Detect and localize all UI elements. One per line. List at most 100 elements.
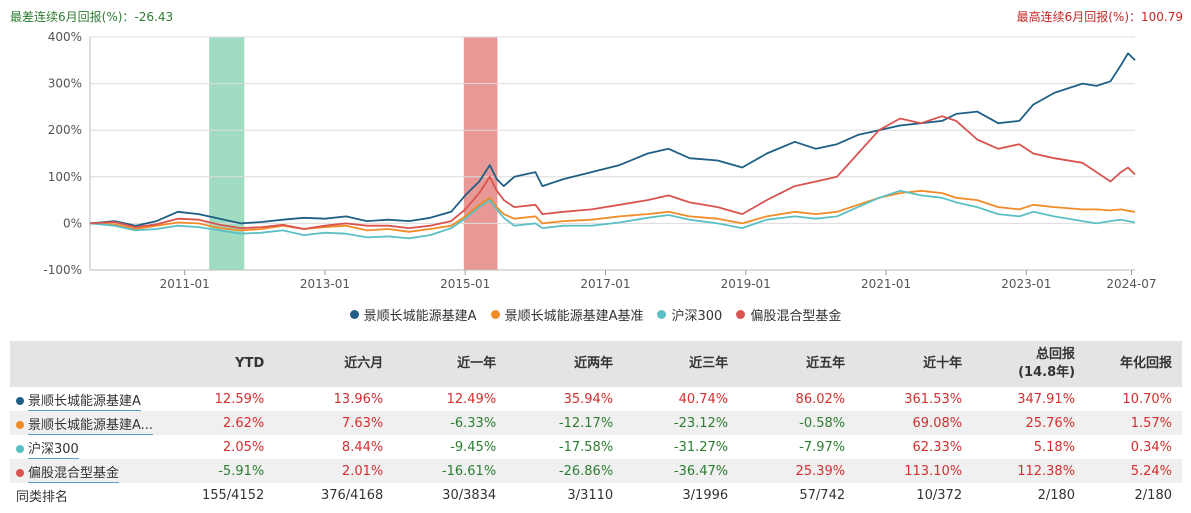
x-tick-label: 2024-07 (1106, 277, 1156, 291)
x-tick-label: 2021-01 (861, 277, 911, 291)
rank-cell: 2/180 (972, 483, 1086, 507)
return-cell: -31.27% (623, 435, 739, 459)
return-cell: 13.96% (274, 387, 394, 411)
series-line (89, 189, 1136, 233)
return-cell: -36.47% (623, 459, 739, 483)
return-cell: -26.86% (506, 459, 624, 483)
fund-name-link[interactable]: 景顺长城能源基建A... (28, 417, 154, 435)
legend-dot-icon (490, 309, 500, 319)
rank-cell: 376/4168 (274, 483, 394, 507)
return-cell: -12.17% (506, 411, 624, 435)
best-period-band (463, 37, 498, 270)
return-cell: 25.76% (972, 411, 1086, 435)
return-cell: 2.01% (274, 459, 394, 483)
header-ytd: YTD (181, 341, 275, 387)
x-tick-label: 2017-01 (580, 277, 630, 291)
return-cell: 35.94% (506, 387, 624, 411)
series-dot-icon (16, 468, 24, 477)
y-tick-label: -100% (43, 263, 82, 277)
legend-item[interactable]: 景顺长城能源基建A (349, 305, 477, 324)
table-row: 偏股混合型基金 -5.91% 2.01% -16.61% -26.86% -36.47% 2… (10, 459, 1182, 483)
fund-name-cell[interactable]: 景顺长城能源基建A... (10, 411, 182, 435)
x-tick-label: 2023-01 (1001, 277, 1051, 291)
rank-cell: 2/180 (1085, 483, 1182, 507)
return-cell: 25.39% (738, 459, 856, 483)
fund-name-link[interactable]: 沪深300 (28, 441, 79, 459)
x-tick-label: 2019-01 (721, 277, 771, 291)
rank-cell: 30/3834 (393, 483, 507, 507)
fund-name-cell[interactable]: 沪深300 (10, 435, 182, 459)
series-line (89, 52, 1136, 227)
return-cell: 40.74% (623, 387, 739, 411)
rank-row: 同类排名 155/4152 376/4168 30/3834 3/3110 3/1996 5… (10, 483, 1182, 507)
return-cell: -0.58% (738, 411, 856, 435)
return-cell: -16.61% (393, 459, 507, 483)
return-cell: -17.58% (506, 435, 624, 459)
return-cell: 361.53% (855, 387, 973, 411)
best-6m-return-label: 最高连续6月回报(%)：100.79 (1016, 10, 1183, 24)
return-cell: -5.91% (181, 459, 275, 483)
fund-name-link[interactable]: 景顺长城能源基建A (28, 393, 141, 411)
return-cell: 0.34% (1085, 435, 1182, 459)
return-cell: 8.44% (274, 435, 394, 459)
y-tick-label: 400% (48, 30, 82, 44)
header-3y: 近三年 (623, 341, 739, 387)
return-cell: 347.91% (972, 387, 1086, 411)
return-cell: 10.70% (1085, 387, 1182, 411)
return-cell: 5.24% (1085, 459, 1182, 483)
legend-label: 偏股混合型基金 (750, 308, 842, 324)
series-line (89, 115, 1136, 230)
fund-name-cell[interactable]: 景顺长城能源基建A (10, 387, 182, 411)
performance-table: YTD 近六月 近一年 近两年 近三年 近五年 近十年 总回报 (14.8年) 年… (10, 341, 1182, 507)
x-tick-label: 2013-01 (300, 277, 350, 291)
legend-dot-icon (736, 309, 746, 319)
rank-cell: 57/742 (738, 483, 856, 507)
rank-cell: 3/1996 (623, 483, 739, 507)
legend-item[interactable]: 景顺长城能源基建A基准 (490, 305, 644, 324)
series-dot-icon (16, 444, 24, 453)
return-cell: 112.38% (972, 459, 1086, 483)
series-dot-icon (16, 420, 24, 429)
x-tick-label: 2011-01 (160, 277, 210, 291)
return-cell: 7.63% (274, 411, 394, 435)
fund-name-link[interactable]: 偏股混合型基金 (28, 465, 120, 483)
legend-label: 景顺长城能源基建A (363, 308, 477, 324)
return-cell: -7.97% (738, 435, 856, 459)
legend-label: 景顺长城能源基建A基准 (504, 308, 644, 324)
y-tick-label: 200% (48, 123, 82, 137)
legend-dot-icon (349, 309, 359, 319)
table-row: 景顺长城能源基建A 12.59% 13.96% 12.49% 35.94% 40.74% 8… (10, 387, 1182, 411)
legend-item[interactable]: 偏股混合型基金 (736, 305, 841, 324)
header-5y: 近五年 (738, 341, 856, 387)
chart-legend: 景顺长城能源基建A 景顺长城能源基建A基准 沪深300 偏股混合型基金 (0, 304, 1191, 324)
return-cell: -6.33% (393, 411, 507, 435)
header-annualized: 年化回报 (1085, 341, 1182, 387)
return-cell: 5.18% (972, 435, 1086, 459)
header-1y: 近一年 (393, 341, 507, 387)
header-2y: 近两年 (506, 341, 624, 387)
worst-period-band (209, 37, 245, 270)
series-dot-icon (16, 396, 24, 405)
header-total: 总回报 (14.8年) (972, 341, 1086, 387)
worst-6m-return-label: 最差连续6月回报(%)：-26.43 (10, 10, 174, 24)
return-cell: 86.02% (738, 387, 856, 411)
rank-cell: 3/3110 (506, 483, 624, 507)
header-6m: 近六月 (274, 341, 394, 387)
x-tick-label: 2015-01 (440, 277, 490, 291)
return-cell: 69.08% (855, 411, 973, 435)
return-cell: 2.62% (181, 411, 275, 435)
return-cell: 1.57% (1085, 411, 1182, 435)
return-cell: -9.45% (393, 435, 507, 459)
y-tick-label: 100% (48, 170, 82, 184)
legend-item[interactable]: 沪深300 (657, 305, 722, 324)
fund-name-cell[interactable]: 偏股混合型基金 (10, 459, 182, 483)
header-name (10, 341, 182, 387)
return-cell: 12.59% (181, 387, 275, 411)
legend-label: 沪深300 (671, 308, 723, 324)
table-header-row: YTD 近六月 近一年 近两年 近三年 近五年 近十年 总回报 (14.8年) 年… (10, 341, 1182, 387)
series-line (89, 189, 1136, 240)
return-cell: 113.10% (855, 459, 973, 483)
legend-dot-icon (657, 309, 667, 319)
rank-cell: 10/372 (855, 483, 973, 507)
return-cell: 12.49% (393, 387, 507, 411)
